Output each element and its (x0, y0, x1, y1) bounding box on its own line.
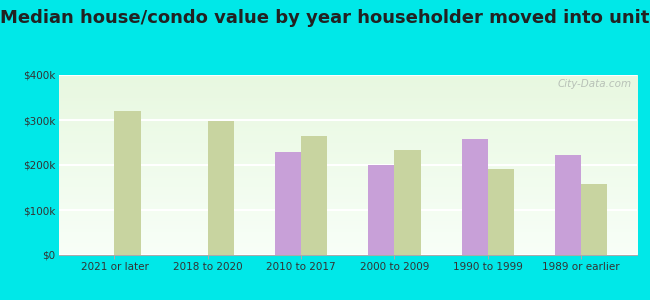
Bar (462, 139, 488, 255)
Bar (395, 150, 421, 255)
Bar (581, 184, 607, 255)
Text: City-Data.com: City-Data.com (557, 79, 631, 88)
Bar (555, 155, 581, 255)
Text: Median house/condo value by year householder moved into unit: Median house/condo value by year househo… (0, 9, 650, 27)
Bar (301, 136, 327, 255)
Bar (114, 111, 140, 255)
Bar (208, 121, 234, 255)
Bar (488, 169, 514, 255)
Bar (369, 165, 395, 255)
Bar (275, 152, 301, 255)
